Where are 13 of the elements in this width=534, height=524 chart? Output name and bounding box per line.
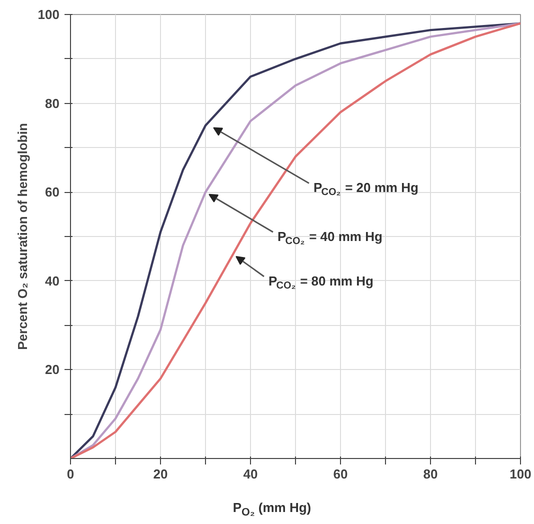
y-tick-label: 60: [45, 184, 60, 200]
x-tick-label: 20: [153, 466, 168, 482]
x-tick-label: 80: [423, 466, 438, 482]
x-tick-label: 100: [510, 466, 532, 482]
x-tick-label: 40: [243, 466, 258, 482]
x-axis-title: P$_{O₂}$ (mm Hg): [232, 499, 312, 521]
y-axis-title: Percent O₂ saturation of hemoglobin: [14, 123, 30, 350]
y-tick-label: 20: [45, 362, 60, 378]
y-tick-label: 40: [45, 273, 60, 288]
x-tick-label: 60: [333, 466, 348, 482]
y-tick-label: 100: [38, 7, 60, 22]
y-tick-label: 80: [45, 96, 60, 111]
x-tick-label: 0: [66, 466, 74, 482]
